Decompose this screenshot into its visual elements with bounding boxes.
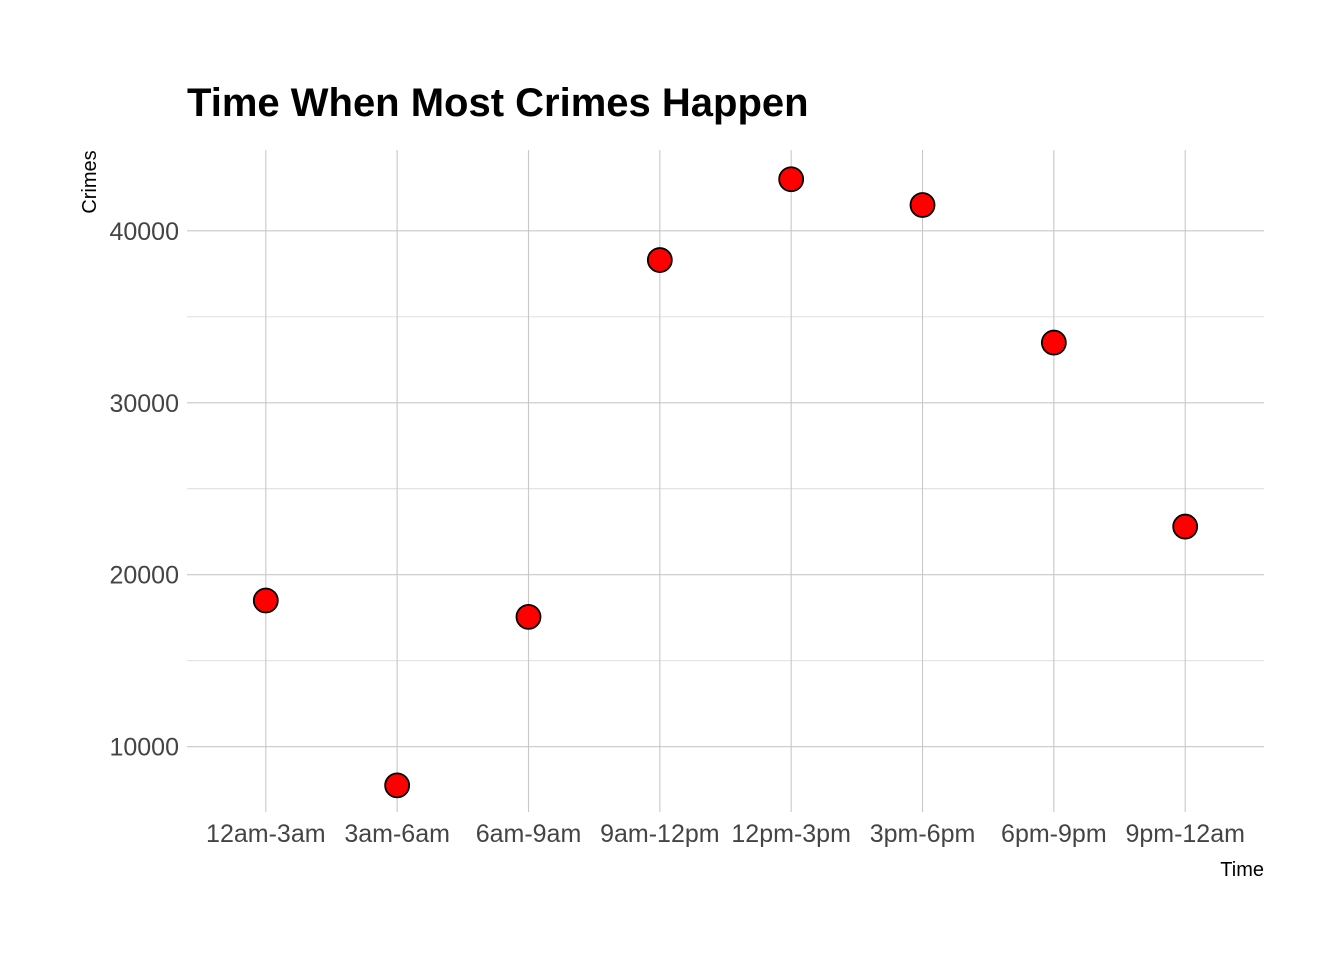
data-point (1172, 513, 1199, 540)
y-tick-label: 40000 (109, 218, 179, 246)
data-points (252, 166, 1199, 799)
y-tick-label: 20000 (109, 562, 179, 590)
x-tick-label: 3pm-6pm (870, 820, 976, 848)
data-point (252, 587, 279, 614)
grid-lines (187, 150, 1264, 812)
x-tick-label: 12am-3am (206, 820, 326, 848)
x-tick-label: 3am-6am (344, 820, 450, 848)
data-point (909, 192, 936, 218)
x-tick-label: 6pm-9pm (1001, 820, 1107, 848)
data-point (1040, 329, 1067, 356)
x-tick-label: 6am-9am (476, 820, 582, 848)
data-point (778, 166, 805, 193)
y-tick-label: 10000 (109, 734, 179, 762)
data-point (515, 603, 542, 630)
x-axis-ticks: 12am-3am 3am-6am 6am-9am 9am-12pm 12pm-3pm 3p… (206, 820, 1245, 848)
x-tick-label: 9pm-12am (1125, 820, 1245, 848)
x-axis-title: Time (1220, 859, 1264, 881)
y-axis-title: Crimes (79, 150, 101, 213)
x-tick-label: 9am-12pm (600, 820, 720, 848)
data-point (646, 247, 673, 273)
y-tick-label: 30000 (109, 390, 179, 418)
x-tick-label: 12pm-3pm (731, 820, 851, 848)
y-axis-ticks: 10000 20000 30000 40000 (109, 218, 179, 762)
data-point (384, 772, 411, 799)
chart-title: Time When Most Crimes Happen (187, 81, 809, 125)
